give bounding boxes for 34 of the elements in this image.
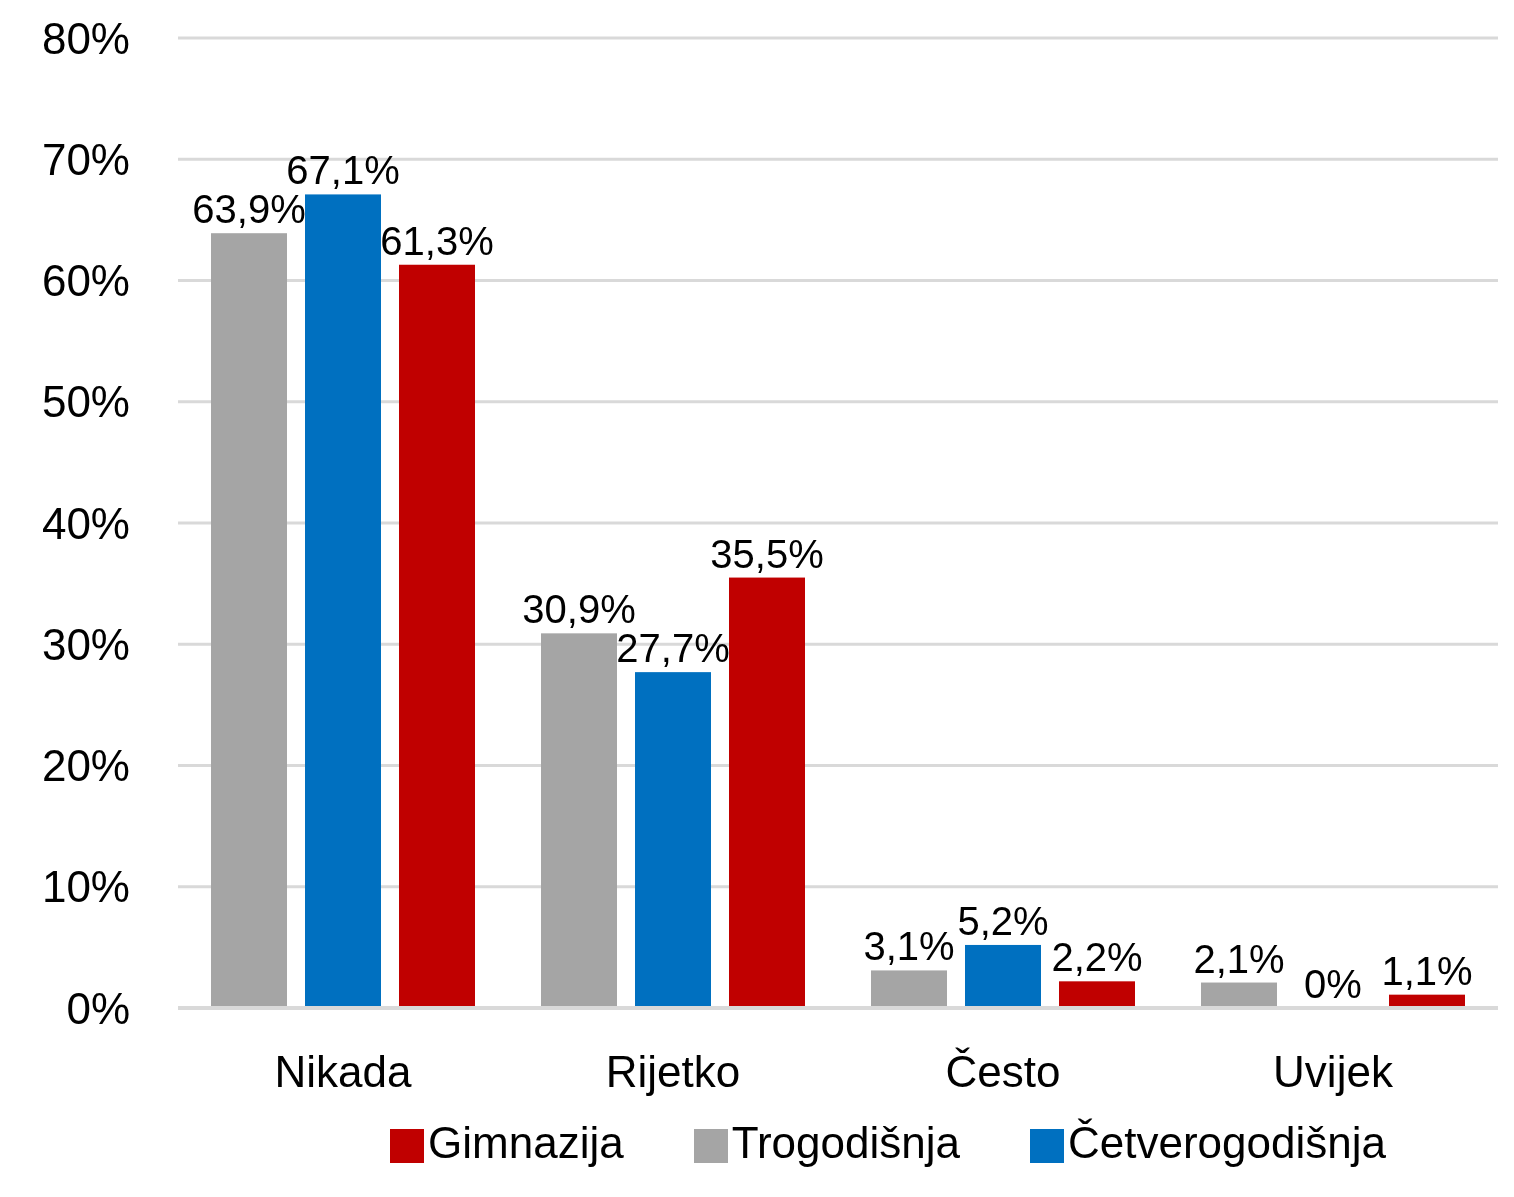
y-tick-label: 30%: [41, 619, 130, 669]
y-tick-label: 0%: [66, 983, 130, 1033]
legend-label: Trogodišnja: [731, 1118, 960, 1167]
data-label: 1,1%: [1381, 948, 1473, 993]
data-label: 61,3%: [380, 218, 494, 263]
x-tick-label: Uvijek: [1273, 1047, 1394, 1097]
bar: [1201, 982, 1277, 1008]
data-label: 5,2%: [957, 898, 1049, 943]
bar: [1059, 981, 1135, 1008]
bar: [871, 970, 947, 1008]
data-label: 35,5%: [710, 531, 824, 576]
x-tick-label: Nikada: [274, 1047, 413, 1097]
bar: [305, 194, 381, 1008]
data-label: 0%: [1304, 962, 1362, 1006]
data-label: 2,1%: [1193, 936, 1285, 981]
y-tick-label: 40%: [41, 498, 130, 548]
legend-label: Četverogodišnja: [1067, 1118, 1386, 1167]
bar: [541, 633, 617, 1008]
data-label: 3,1%: [863, 924, 955, 969]
y-tick-label: 10%: [41, 862, 130, 912]
x-tick-label: Rijetko: [605, 1047, 741, 1097]
x-tick-label: Često: [945, 1047, 1061, 1097]
data-label: 2,2%: [1051, 935, 1143, 980]
y-tick-label: 70%: [41, 134, 130, 184]
y-tick-label: 80%: [41, 13, 130, 63]
bar: [729, 577, 805, 1008]
y-tick-label: 60%: [41, 256, 130, 306]
bar: [965, 944, 1041, 1008]
bar: [211, 233, 287, 1008]
bar: [399, 264, 475, 1008]
y-tick-label: 20%: [41, 741, 130, 791]
y-tick-label: 50%: [41, 377, 130, 427]
legend-label: Gimnazija: [428, 1118, 624, 1167]
bar: [635, 672, 711, 1008]
